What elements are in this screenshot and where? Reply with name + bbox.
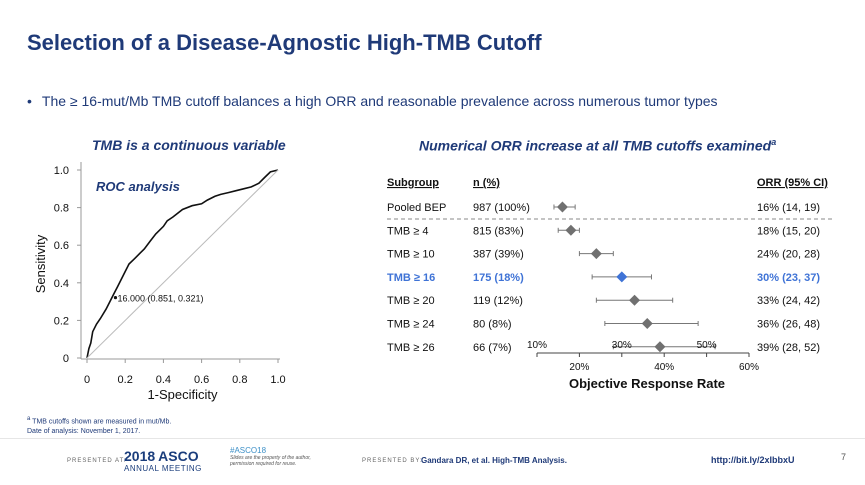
forest-n-label: 66 (7%) [473,342,512,354]
forest-subgroup-label: TMB ≥ 26 [387,342,435,354]
roc-x-tick-label: 0.4 [156,374,171,386]
left-panel-subtitle: TMB is a continuous variable [92,137,286,153]
forest-subgroup-label: TMB ≥ 10 [387,249,435,261]
forest-n-label: 987 (100%) [473,202,530,214]
roc-x-tick-label: 0.6 [194,374,209,386]
short-link[interactable]: http://bit.ly/2xIbbxU [711,455,795,465]
asco-tag: #ASCO18 Slides are the property of the a… [230,446,320,467]
forest-orr-label: 18% (15, 20) [757,225,820,237]
roc-y-tick-label: 0.8 [54,203,69,215]
roc-annotation: 16.000 (0.851, 0.321) [117,294,203,304]
roc-chart-title: ROC analysis [96,179,180,194]
forest-x-tick-label: 20% [569,362,589,373]
page-number: 7 [841,452,847,462]
forest-x-axis-label: Objective Response Rate [569,376,725,391]
forest-n-label: 387 (39%) [473,249,524,261]
roc-x-tick-label: 0.8 [232,374,247,386]
forest-x-tick-label: 50% [697,340,717,351]
roc-x-tick-label: 0 [84,374,90,386]
roc-cutoff-point [113,296,118,300]
presented-by-label: PRESENTED BY: [362,458,423,464]
forest-estimate-marker [556,201,568,213]
asco-year: 2018 [124,448,156,464]
asco-disclaimer: Slides are the property of the author, p… [230,455,311,467]
forest-subgroup-label: TMB ≥ 24 [387,319,435,331]
forest-subgroup-label: TMB ≥ 16 [387,272,435,284]
forest-orr-label: 36% (26, 48) [757,319,820,331]
roc-reference-line [86,169,279,359]
forest-x-tick-label: 40% [654,362,674,373]
forest-subgroup-label: TMB ≥ 4 [387,225,429,237]
forest-estimate-marker [629,294,641,306]
forest-estimate-marker [616,271,628,283]
footnote-text: TMB cutoffs shown are measured in mut/Mb… [30,418,172,426]
forest-estimate-marker [641,318,653,329]
forest-estimate-marker [565,224,577,236]
forest-n-label: 815 (83%) [473,225,524,237]
forest-header-orr: ORR (95% CI) [757,177,828,189]
slide-title: Selection of a Disease-Agnostic High-TMB… [27,30,542,55]
roc-y-tick-label: 0.2 [54,315,69,327]
bullet-point: • The ≥ 16-mut/Mb TMB cutoff balances a h… [27,93,718,109]
footnote-sup: a [27,416,31,422]
roc-y-tick-label: 1.0 [54,165,69,177]
forest-n-label: 175 (18%) [473,272,524,284]
bullet-dot-icon: • [27,93,32,109]
forest-x-tick-label: 30% [612,340,632,351]
roc-x-axis-label: 1-Specificity [147,387,218,402]
forest-estimate-marker [654,341,666,353]
forest-orr-label: 30% (23, 37) [757,272,820,284]
forest-header-n: n (%) [473,177,500,189]
right-panel-subtitle: Numerical ORR increase at all TMB cutoff… [419,137,776,154]
forest-orr-label: 16% (14, 19) [757,202,820,214]
forest-orr-label: 39% (28, 52) [757,342,820,354]
roc-x-tick-label: 1.0 [270,374,285,386]
forest-orr-label: 33% (24, 42) [757,295,820,307]
slide-footer: PRESENTED AT: 2018 ASCO ANNUAL MEETING #A… [0,438,865,485]
asco-hashtag: #ASCO18 [230,446,267,455]
forest-n-label: 119 (12%) [473,295,523,307]
roc-y-tick-label: 0.4 [54,278,69,290]
footer-divider [0,438,865,439]
forest-subgroup-label: TMB ≥ 20 [387,295,435,307]
asco-logo: 2018 ASCO ANNUAL MEETING [124,448,202,473]
forest-n-label: 80 (8%) [473,319,512,331]
presented-at-label: PRESENTED AT: [67,458,127,464]
asco-name: ASCO [158,448,199,464]
roc-x-tick-label: 0.2 [118,374,133,386]
forest-subgroup-label: Pooled BEP [387,202,446,214]
roc-curve [86,169,279,359]
forest-x-tick-label: 60% [739,362,759,373]
asco-meeting: ANNUAL MEETING [124,464,202,473]
citation: Gandara DR, et al. High-TMB Analysis. [421,456,567,465]
forest-estimate-marker [590,248,602,260]
footnotes: a TMB cutoffs shown are measured in mut/… [27,414,171,437]
roc-y-axis-label: Sensitivity [33,234,48,293]
right-subtitle-text: Numerical ORR increase at all TMB cutoff… [419,137,772,154]
forest-orr-label: 24% (20, 28) [757,249,820,261]
bullet-text: The ≥ 16-mut/Mb TMB cutoff balances a hi… [41,93,718,109]
right-subtitle-sup: a [771,137,777,147]
forest-header-subgroup: Subgroup [387,177,439,189]
footnote-cutoff: a TMB cutoffs shown are measured in mut/… [27,414,171,427]
roc-y-tick-label: 0.6 [54,240,69,252]
roc-y-tick-label: 0 [63,353,69,365]
forest-x-tick-label: 10% [527,340,547,351]
footnote-date: Date of analysis: November 1, 2017. [27,428,141,436]
